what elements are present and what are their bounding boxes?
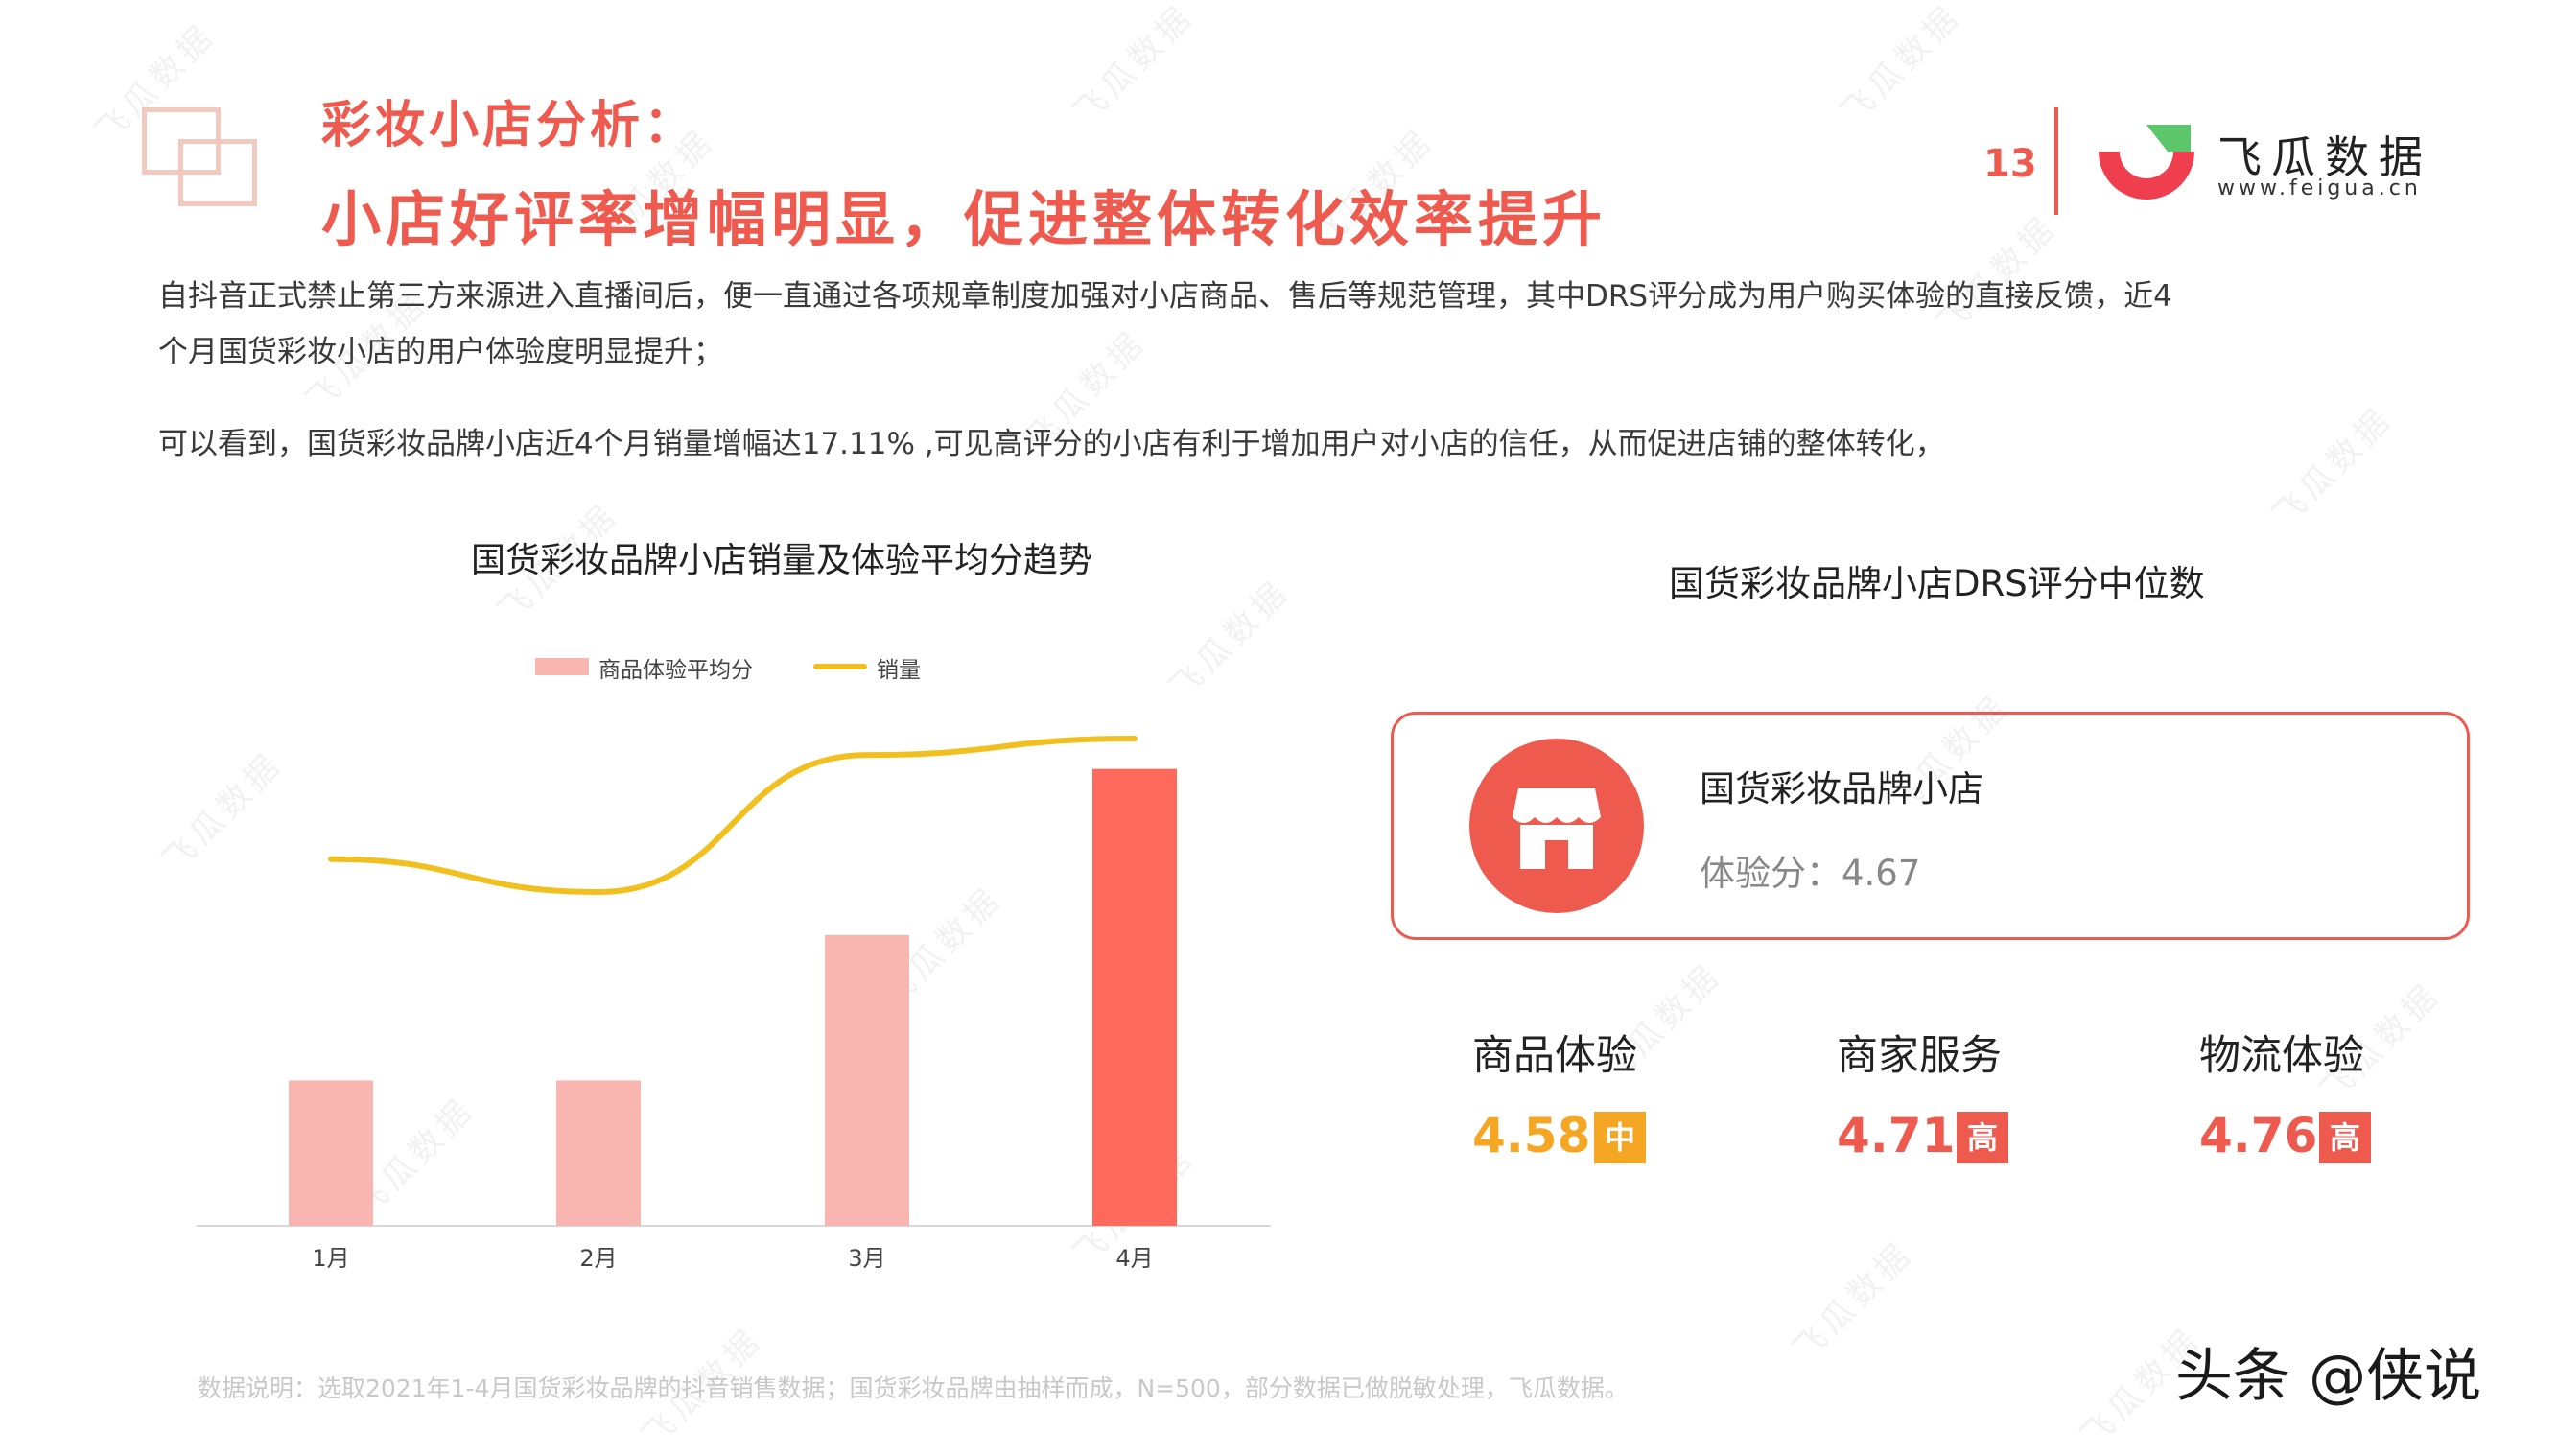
x-tick-label-3: 3月	[848, 1245, 885, 1272]
metric-label-product: 商品体验	[1472, 1032, 1637, 1080]
bar-4	[1092, 768, 1177, 1226]
metric-label-service: 商家服务	[1837, 1032, 2002, 1080]
finding-paragraph: 可以看到，国货彩妆品牌小店近4个月销量增幅达17.11% ,可见高评分的小店有利…	[158, 427, 1945, 461]
metric-badge-logistics: 高	[2319, 1112, 2371, 1163]
x-tick-label-1: 1月	[312, 1245, 349, 1272]
chart-title: 国货彩妆品牌小店销量及体验平均分趋势	[470, 541, 1092, 580]
section-subtitle: 彩妆小店分析：	[321, 97, 698, 154]
metric-value-logistics: 4.76	[2199, 1108, 2318, 1163]
sales-line	[328, 736, 1138, 896]
x-tick-label-2: 2月	[579, 1245, 617, 1272]
legend-label-score: 商品体验平均分	[598, 658, 753, 683]
bar-2	[556, 1080, 641, 1226]
brand-url: www.feigua.cn	[2217, 176, 2422, 200]
x-tick-label-4: 4月	[1115, 1245, 1153, 1272]
legend-swatch-sales	[813, 664, 867, 669]
metric-badge-service: 高	[1957, 1112, 2008, 1163]
brand-name: 飞瓜数据	[2217, 131, 2432, 183]
metric-badge-product: 中	[1594, 1112, 1646, 1163]
source-watermark: 头条 @侠说	[2175, 1343, 2482, 1410]
data-footnote: 数据说明：选取2021年1-4月国货彩妆品牌的抖音销售数据；国货彩妆品牌由抽样而…	[198, 1374, 1629, 1402]
metric-value-product: 4.58	[1472, 1108, 1591, 1163]
store-icon	[1513, 788, 1601, 869]
metric-value-service: 4.71	[1837, 1108, 1956, 1163]
experience-score: 体验分：4.67	[1700, 853, 1921, 894]
intro-paragraph-line-1: 自抖音正式禁止第三方来源进入直播间后，便一直通过各项规章制度加强对小店商品、售后…	[158, 279, 2172, 314]
metric-label-logistics: 物流体验	[2199, 1032, 2364, 1080]
page-title: 小店好评率增幅明显，促进整体转化效率提升	[321, 184, 1607, 254]
bar-1	[289, 1080, 373, 1226]
bar-3	[825, 934, 909, 1226]
legend-label-sales: 销量	[877, 658, 921, 683]
store-card	[1391, 712, 2470, 940]
header-divider	[2054, 107, 2058, 215]
feigua-logo-icon	[2099, 125, 2194, 200]
page-number: 13	[1983, 142, 2037, 186]
decor-square-2	[178, 139, 257, 206]
legend-swatch-score	[535, 658, 589, 675]
drs-panel-title: 国货彩妆品牌小店DRS评分中位数	[1669, 563, 2205, 604]
intro-paragraph-line-2: 个月国货彩妆小店的用户体验度明显提升；	[158, 335, 723, 369]
store-name: 国货彩妆品牌小店	[1700, 768, 1983, 810]
